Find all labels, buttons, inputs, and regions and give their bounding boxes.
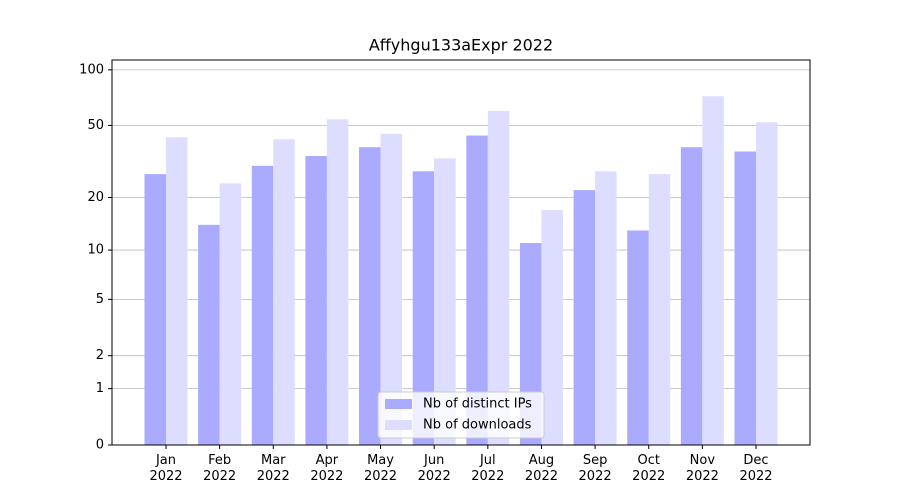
legend-label: Nb of downloads [423,418,532,433]
x-tick-label: Feb 2022 [203,453,237,484]
x-tick-label: Jan 2022 [149,453,183,484]
chart-title: Affyhgu133aExpr 2022 [369,36,553,55]
bar [573,190,596,445]
bar [648,174,671,445]
legend-label: Nb of distinct IPs [423,397,532,412]
y-tick-label: 20 [87,190,104,205]
legend-swatch [385,420,412,430]
bar [466,135,488,445]
bar [359,147,381,445]
bar [198,224,220,445]
bar [305,155,327,446]
y-tick-label: 1 [96,381,104,396]
x-tick-label: Dec 2022 [739,453,773,484]
y-tick-label: 5 [96,292,104,307]
y-tick-label: 50 [87,118,104,133]
bar [734,151,756,446]
legend-swatch [385,399,412,409]
x-tick-label: Jul 2022 [471,453,505,484]
legend-box [377,391,545,439]
bar [487,110,510,445]
bar [273,139,295,445]
x-tick-label: Nov 2022 [685,453,719,484]
x-tick-label: Oct 2022 [632,453,666,484]
x-tick-label: Sep 2022 [578,453,612,484]
bar [680,147,703,445]
bar [219,183,242,445]
bar [434,158,456,445]
x-tick-label: Apr 2022 [310,453,344,484]
plot-frame [111,59,811,446]
x-tick-label: May 2022 [363,453,398,484]
x-tick-label: Aug 2022 [524,453,558,484]
bar [702,96,724,446]
bar [595,171,617,445]
bar [380,133,403,446]
bar [541,210,563,445]
bar [756,122,778,445]
y-tick-label: 2 [96,348,104,363]
bar [412,171,435,445]
bar [251,165,274,445]
bar [627,230,649,445]
bar [144,174,166,445]
y-tick-label: 10 [87,243,104,258]
y-tick-label: 0 [96,438,104,453]
x-tick-label: Jun 2022 [417,453,451,484]
bar [326,119,349,445]
bar [166,137,188,445]
y-tick-label: 100 [79,62,104,77]
x-tick-label: Mar 2022 [256,453,290,484]
